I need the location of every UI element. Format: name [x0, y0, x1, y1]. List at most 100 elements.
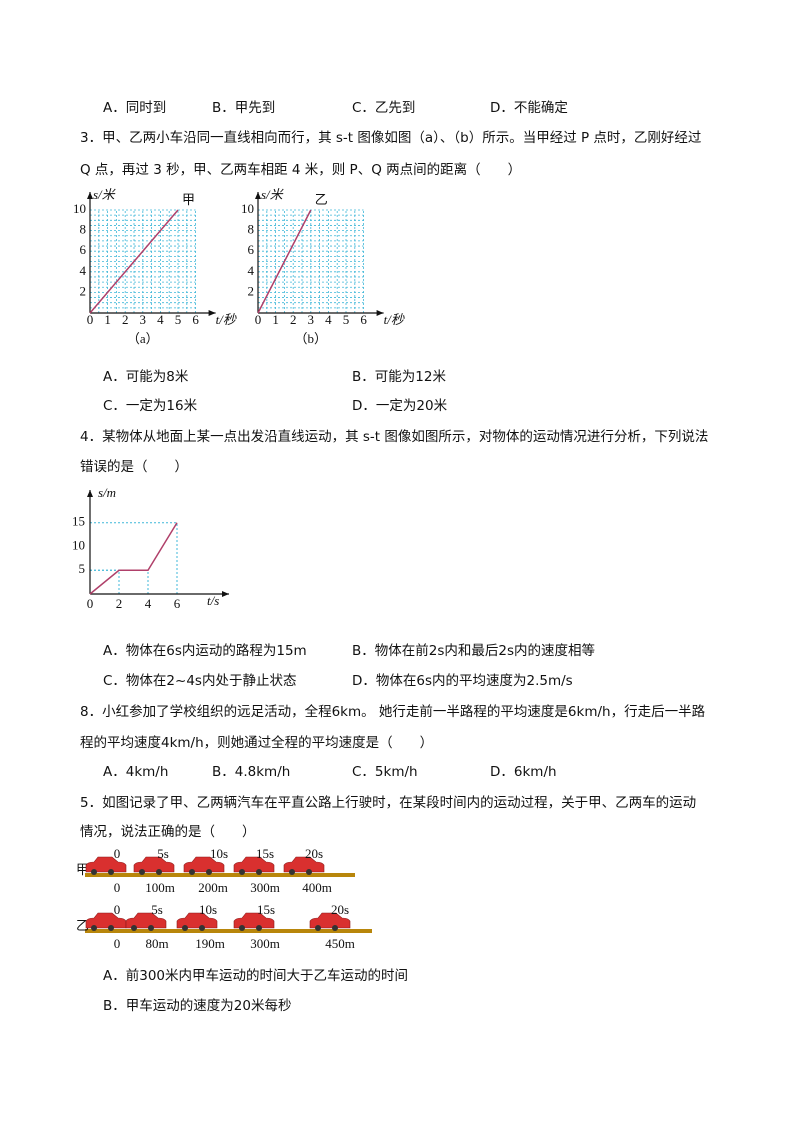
time-label: 0	[114, 902, 121, 917]
x-tick-label: 3	[308, 312, 315, 327]
wheel	[189, 869, 195, 875]
wheel	[332, 925, 338, 931]
option: D．一定为20米	[352, 398, 448, 414]
line-label: 甲	[182, 192, 195, 207]
option: D．物体在6s内的平均速度为2.5m/s	[352, 673, 573, 689]
wheel	[206, 869, 212, 875]
distance-label: 0	[114, 880, 121, 895]
option: B．4.8km/h	[212, 764, 291, 780]
distance-label: 450m	[325, 936, 355, 951]
caption: （a）	[127, 331, 159, 346]
option: A．物体在6s内运动的路程为15m	[103, 643, 307, 659]
wheel	[239, 925, 245, 931]
car	[85, 856, 127, 873]
x-tick-label: 1	[104, 312, 111, 327]
time-label: 10s	[210, 846, 228, 861]
arrow	[87, 192, 93, 199]
x-tick-label: 1	[272, 312, 279, 327]
option: B．甲车运动的速度为20米每秒	[103, 998, 292, 1014]
y-tick-label: 8	[80, 222, 87, 237]
distance-label: 200m	[198, 880, 228, 895]
graph-line	[89, 209, 179, 314]
option: A．前300米内甲车运动的时间大于乙车运动的时间	[103, 968, 409, 984]
y-axis-label: s/米	[93, 187, 117, 202]
arrow	[222, 591, 229, 597]
y-tick-label: 4	[80, 263, 87, 278]
wheel	[239, 869, 245, 875]
time-label: 5s	[151, 902, 163, 917]
graph-line	[257, 209, 312, 314]
y-tick-label: 10	[241, 201, 254, 216]
x-tick-label: 0	[255, 312, 262, 327]
car	[309, 912, 351, 929]
car	[125, 912, 167, 929]
x-tick-label: 0	[87, 596, 94, 611]
x-axis-label: t/s	[207, 593, 219, 608]
x-tick-label: 5	[175, 312, 182, 327]
graph-line	[89, 522, 178, 595]
option: D．不能确定	[490, 100, 568, 116]
x-axis-label: t/秒	[216, 312, 237, 327]
distance-label: 300m	[250, 880, 280, 895]
y-axis-label: s/m	[98, 485, 116, 500]
time-label: 20s	[305, 846, 323, 861]
distance-label: 300m	[250, 936, 280, 951]
distance-label: 80m	[145, 936, 168, 951]
x-tick-label: 6	[192, 312, 199, 327]
question-stem: 4．某物体从地面上某一点出发沿直线运动，其 s-t 图像如图所示，对物体的运动情…	[80, 429, 709, 445]
x-tick-label: 2	[116, 596, 123, 611]
option: A．4km/h	[103, 764, 169, 780]
arrow	[87, 490, 93, 497]
wheel	[306, 869, 312, 875]
time-label: 10s	[199, 902, 217, 917]
x-tick-label: 6	[174, 596, 181, 611]
time-label: 5s	[157, 846, 169, 861]
wheel	[156, 869, 162, 875]
y-axis-label: s/米	[261, 187, 285, 202]
road	[85, 929, 372, 933]
y-tick-label: 10	[73, 201, 86, 216]
x-tick-label: 3	[140, 312, 147, 327]
car	[183, 856, 225, 873]
time-label: 20s	[331, 902, 349, 917]
line-label: 乙	[315, 192, 328, 207]
car	[233, 912, 275, 929]
question-stem: Q 点，再过 3 秒，甲、乙两车相距 4 米，则 P、Q 两点间的距离（ ）	[80, 162, 522, 178]
wheel	[199, 925, 205, 931]
car	[133, 856, 175, 873]
wheel	[148, 925, 154, 931]
x-tick-label: 2	[290, 312, 297, 327]
arrow	[255, 192, 261, 199]
question-stem: 情况，说法正确的是（ ）	[80, 824, 256, 840]
option: D．6km/h	[490, 764, 557, 780]
y-tick-label: 2	[80, 283, 87, 298]
option: C．一定为16米	[103, 398, 198, 414]
road	[85, 873, 355, 877]
x-tick-label: 2	[122, 312, 129, 327]
y-tick-label: 8	[248, 222, 255, 237]
question-stem: 8．小红参加了学校组织的远足活动，全程6km。 她行走前一半路程的平均速度是6k…	[80, 704, 706, 720]
x-tick-label: 5	[343, 312, 350, 327]
option: C．5km/h	[352, 764, 418, 780]
option: A．同时到	[103, 100, 167, 116]
x-tick-label: 4	[325, 312, 332, 327]
question-stem: 5．如图记录了甲、乙两辆汽车在平直公路上行驶时，在某段时间内的运动过程，关于甲、…	[80, 795, 697, 811]
car	[176, 912, 218, 929]
option: B．物体在前2s内和最后2s内的速度相等	[352, 643, 596, 659]
wheel	[256, 869, 262, 875]
arrow	[208, 310, 216, 316]
time-label: 15s	[256, 846, 274, 861]
option: C．乙先到	[352, 100, 416, 116]
car	[85, 912, 127, 929]
wheel	[182, 925, 188, 931]
wheel	[139, 869, 145, 875]
option: C．物体在2~4s内处于静止状态	[103, 673, 297, 689]
question-stem: 3．甲、乙两小车沿同一直线相向而行，其 s-t 图像如图（a）、（b）所示。当甲…	[80, 130, 702, 146]
y-tick-label: 6	[80, 242, 87, 257]
wheel	[108, 869, 114, 875]
y-tick-label: 4	[248, 263, 255, 278]
x-tick-label: 6	[360, 312, 367, 327]
x-axis-label: t/秒	[384, 312, 405, 327]
wheel	[256, 925, 262, 931]
